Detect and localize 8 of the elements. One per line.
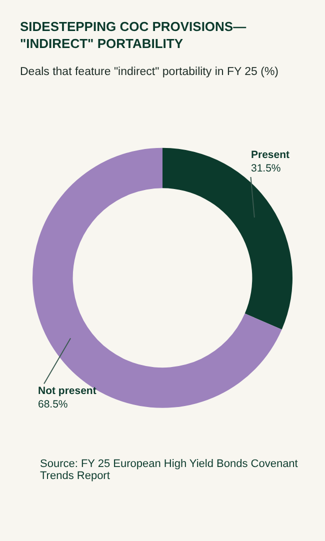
data-label: 31.5% xyxy=(251,162,281,175)
chart-subtitle: Deals that feature "indirect" portability in FY 25 (%) xyxy=(19,65,280,78)
slice-label: Present xyxy=(251,149,290,161)
data-label: 68.5% xyxy=(38,398,68,411)
donut-slice xyxy=(162,148,292,330)
slice-label: Not present xyxy=(38,385,97,397)
source-note: Source: FY 25 European High Yield Bonds Covenant Trends Report xyxy=(39,458,299,482)
chart-title: SIDESTEPPING COC PROVISIONS— "INDIRECT" PORTABILITY xyxy=(19,18,248,52)
